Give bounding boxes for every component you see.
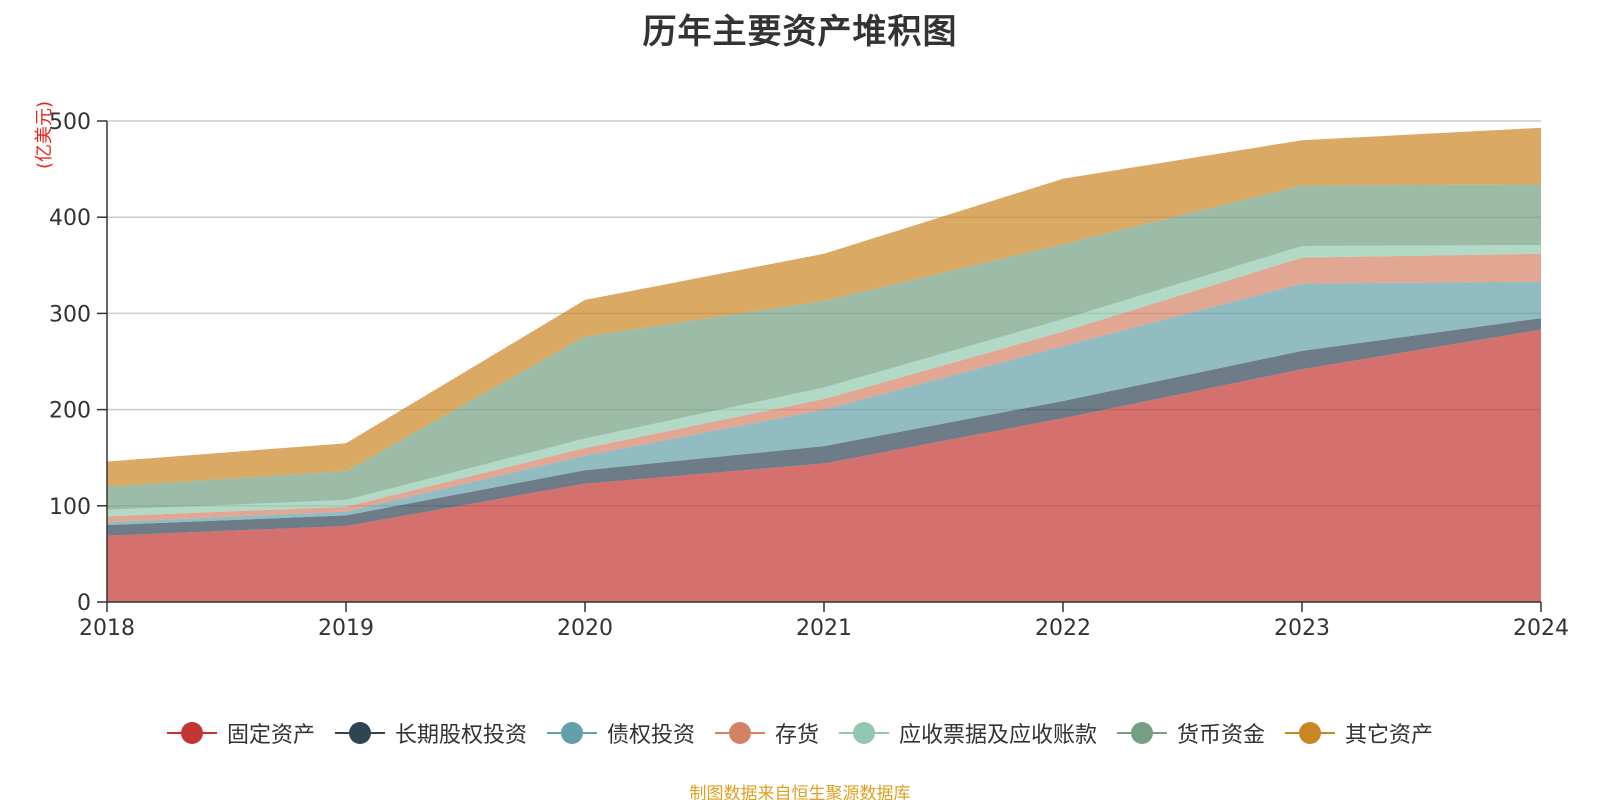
legend-label: 固定资产 — [226, 723, 315, 748]
x-tick-label: 2018 — [79, 616, 135, 641]
y-tick-label: 300 — [49, 302, 91, 327]
chart-title: 历年主要资产堆积图 — [642, 12, 958, 52]
x-tick-label: 2021 — [796, 616, 852, 641]
y-tick-label: 400 — [49, 206, 91, 231]
x-tick-label: 2019 — [318, 616, 374, 641]
legend-item-1[interactable]: 长期股权投资 — [334, 717, 527, 749]
legend-label: 长期股权投资 — [394, 723, 527, 748]
legend-item-5[interactable]: 货币资金 — [1117, 717, 1265, 749]
legend-marker-icon — [334, 721, 385, 745]
legend-label: 其它资产 — [1345, 723, 1434, 748]
legend-item-2[interactable]: 债权投资 — [546, 717, 695, 749]
axis-layer: 0 100 200 300 400 500 2018 2019 2020 2021 2022 2023… — [49, 110, 1569, 641]
legend-item-0[interactable]: 固定资产 — [166, 717, 315, 749]
legend-label: 应收票据及应收账款 — [899, 723, 1098, 748]
y-tick-label: 500 — [49, 110, 91, 135]
legend-label: 货币资金 — [1177, 723, 1266, 748]
legend: 固定资产 长期股权投资 债权投资 存货 应收票据及应收账款 货币资金 其它资产 — [0, 713, 1600, 753]
legend-item-3[interactable]: 存货 — [714, 717, 819, 749]
y-tick-label: 100 — [49, 495, 91, 520]
y-tick-label: 0 — [77, 591, 91, 616]
legend-marker-icon — [546, 721, 597, 745]
legend-item-4[interactable]: 应收票据及应收账款 — [839, 717, 1097, 749]
source-note: 制图数据来自恒生聚源数据库 — [689, 784, 911, 800]
legend-item-6[interactable]: 其它资产 — [1285, 717, 1433, 749]
area-series-2[interactable] — [107, 281, 1541, 526]
y-tick-label: 200 — [49, 399, 91, 424]
area-series-0[interactable] — [107, 329, 1541, 602]
area-layer — [107, 127, 1541, 602]
area-series-5[interactable] — [107, 184, 1541, 510]
legend-marker-icon — [839, 721, 889, 745]
area-series-1[interactable] — [107, 318, 1541, 536]
legend-label: 存货 — [774, 723, 819, 748]
x-tick-label: 2022 — [1035, 616, 1091, 641]
legend-marker-icon — [166, 721, 217, 745]
legend-marker-icon — [1285, 721, 1336, 745]
area-series-3[interactable] — [107, 253, 1541, 523]
legend-marker-icon — [1117, 721, 1168, 745]
legend-label: 债权投资 — [606, 723, 695, 748]
x-tick-label: 2023 — [1274, 616, 1330, 641]
area-series-6[interactable] — [107, 127, 1541, 487]
legend-marker-icon — [714, 721, 765, 745]
x-tick-label: 2024 — [1513, 616, 1569, 641]
y-axis-unit-label: (亿美元) — [34, 101, 55, 169]
x-tick-label: 2020 — [557, 616, 613, 641]
